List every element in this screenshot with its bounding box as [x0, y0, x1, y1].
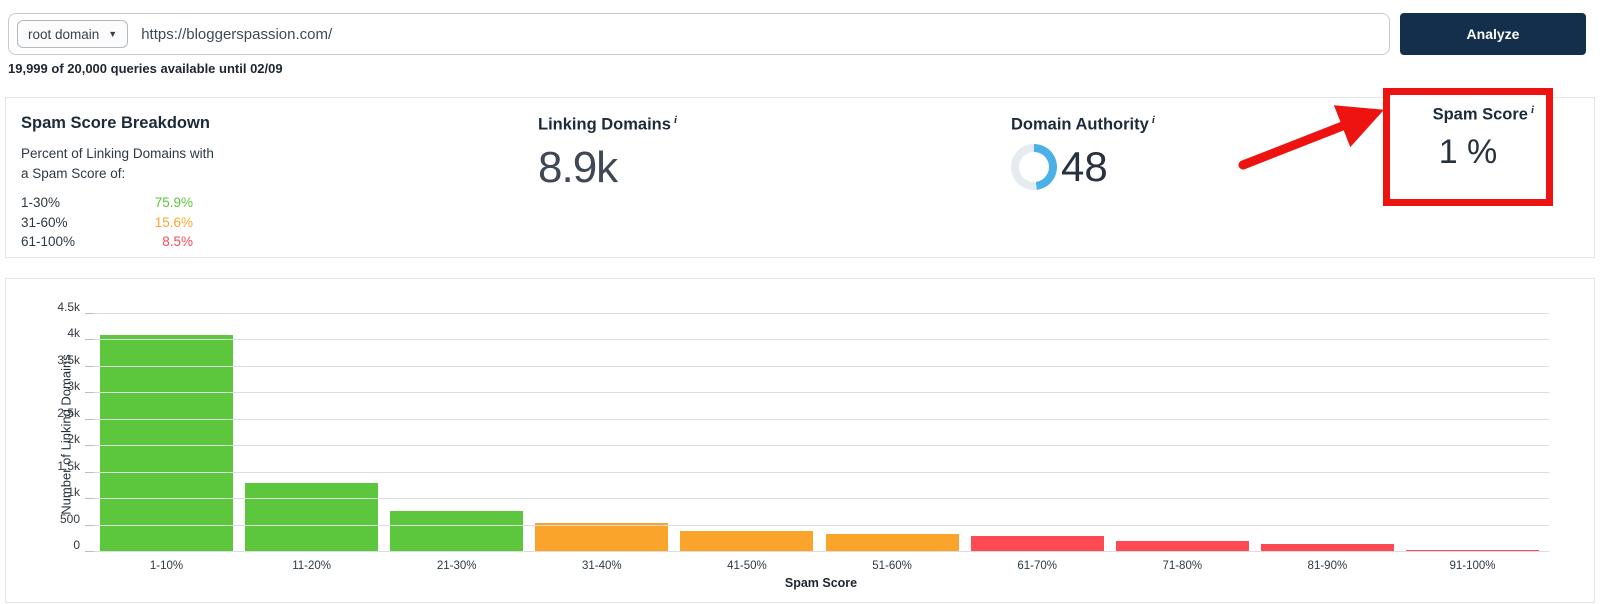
- bar-column: 61-70%: [970, 314, 1104, 572]
- x-tick-label: 41-50%: [727, 560, 767, 572]
- url-input[interactable]: [141, 25, 1389, 43]
- y-tick-label: 4k: [67, 326, 80, 341]
- gridline: [94, 498, 1549, 500]
- breakdown-row-low: 1-30% 75.9%: [21, 193, 193, 213]
- y-tick-label: 3.5k: [57, 352, 80, 367]
- y-tick-mark: [85, 498, 94, 500]
- metrics-panel: Spam Score Breakdown Percent of Linking …: [5, 97, 1595, 258]
- y-tick-mark: [85, 445, 94, 447]
- gridline: [94, 445, 1549, 447]
- domain-authority-value: 48: [1061, 142, 1108, 190]
- x-tick-label: 51-60%: [872, 560, 912, 572]
- x-tick-label: 71-80%: [1162, 560, 1203, 572]
- linking-domains-label: Linking Domains i: [538, 114, 677, 134]
- x-axis-title: Spam Score: [784, 576, 858, 590]
- breakdown-subtitle: Percent of Linking Domains with a Spam S…: [21, 146, 214, 181]
- y-tick-label: 0: [73, 538, 80, 552]
- linking-domains-value: 8.9k: [538, 142, 618, 192]
- bar-41-50%[interactable]: [680, 531, 814, 552]
- y-tick-label: 2k: [67, 432, 80, 447]
- x-tick-label: 21-30%: [436, 560, 477, 572]
- bar-column: 91-100%: [1405, 314, 1539, 572]
- bar-11-20%[interactable]: [245, 483, 379, 552]
- gridline: [94, 524, 1549, 526]
- breakdown-row-high: 61-100% 8.5%: [21, 232, 193, 252]
- y-tick-mark: [85, 392, 94, 394]
- breakdown-row-label: 31-60%: [21, 214, 68, 230]
- breakdown-title: Spam Score Breakdown: [21, 114, 210, 132]
- spam-score-breakdown: Spam Score Breakdown Percent of Linking …: [21, 114, 214, 252]
- bar-21-30%[interactable]: [390, 511, 524, 552]
- x-tick-label: 81-90%: [1307, 560, 1348, 572]
- info-icon[interactable]: i: [1151, 114, 1155, 126]
- bar-column: 11-20%: [245, 314, 379, 572]
- search-bar: root domain ▼: [8, 13, 1390, 55]
- y-tick-label: 1k: [67, 485, 80, 500]
- y-tick-label: 3k: [67, 379, 80, 394]
- x-tick-label: 11-20%: [292, 560, 331, 572]
- gridline: [94, 551, 1549, 552]
- y-tick-label: 500: [59, 511, 80, 526]
- gridline: [94, 392, 1549, 394]
- donut-hole: [1019, 151, 1049, 182]
- analyze-button[interactable]: Analyze: [1400, 13, 1586, 55]
- bar-31-40%[interactable]: [535, 522, 669, 552]
- bar-61-70%[interactable]: [970, 536, 1104, 552]
- bar-1-10%[interactable]: [100, 335, 233, 552]
- breakdown-row-value: 75.9%: [154, 195, 193, 211]
- spam-score-label: Spam Score i: [1432, 104, 1534, 124]
- spam-score-highlight-box: Spam Score i 1 %: [1383, 88, 1553, 206]
- y-tick-label: 1.5k: [57, 458, 80, 473]
- x-tick-label: 61-70%: [1017, 560, 1057, 572]
- queries-available-note: 19,999 of 20,000 queries available until…: [8, 61, 283, 76]
- spam-score-chart-card: Number of Linking Domains 1-10% 11-20% 21-…: [5, 278, 1595, 603]
- bar-column: 71-80%: [1115, 314, 1249, 572]
- x-tick-label: 91-100%: [1449, 560, 1496, 572]
- scope-dropdown-label: root domain: [28, 26, 100, 42]
- domain-authority-metric: Domain Authority i 48: [1011, 114, 1155, 191]
- bar-column: 21-30%: [390, 314, 524, 572]
- domain-authority-donut: [1011, 143, 1057, 190]
- y-tick-mark: [85, 524, 94, 526]
- y-tick-mark: [85, 339, 94, 341]
- bar-71-80%[interactable]: [1115, 540, 1249, 552]
- bar-column: 81-90%: [1260, 314, 1394, 572]
- gridline: [94, 471, 1549, 473]
- y-tick-mark: [85, 418, 94, 420]
- breakdown-row-value: 15.6%: [154, 214, 193, 230]
- annotation-arrow-icon: [1238, 105, 1384, 170]
- y-tick-label: 4.5k: [57, 300, 80, 314]
- linking-domains-metric: Linking Domains i 8.9k: [538, 114, 677, 193]
- gridline: [94, 339, 1549, 341]
- scope-dropdown[interactable]: root domain ▼: [17, 20, 129, 48]
- domain-authority-label: Domain Authority i: [1011, 114, 1155, 134]
- chevron-down-icon: ▼: [108, 29, 118, 39]
- breakdown-row-value: 8.5%: [162, 234, 193, 250]
- gridline: [94, 418, 1549, 420]
- y-tick-mark: [85, 551, 94, 552]
- breakdown-row-label: 1-30%: [21, 195, 61, 211]
- x-tick-label: 1-10%: [149, 560, 184, 572]
- y-tick-mark: [85, 471, 94, 473]
- bar-column: 31-40%: [535, 314, 669, 572]
- breakdown-row-mid: 31-60% 15.6%: [21, 213, 193, 233]
- y-tick-mark: [85, 365, 94, 367]
- gridline: [94, 365, 1549, 367]
- info-icon[interactable]: i: [673, 114, 677, 126]
- bar-81-90%[interactable]: [1260, 544, 1394, 552]
- bar-column: 51-60%: [825, 314, 959, 572]
- breakdown-row-label: 61-100%: [21, 234, 76, 250]
- y-tick-label: 2.5k: [57, 405, 80, 420]
- x-tick-label: 31-40%: [582, 560, 622, 572]
- spam-score-value: 1 %: [1438, 132, 1498, 171]
- y-tick-mark: [85, 313, 94, 314]
- info-icon[interactable]: i: [1530, 104, 1534, 116]
- gridline: [94, 313, 1549, 314]
- bar-51-60%[interactable]: [825, 534, 959, 552]
- bar-column: 41-50%: [680, 314, 814, 572]
- bar-chart-plot-area: 1-10% 11-20% 21-30% 31-40% 41-50% 51-60% 61-70…: [57, 300, 1549, 572]
- bar-column: 1-10%: [100, 314, 233, 572]
